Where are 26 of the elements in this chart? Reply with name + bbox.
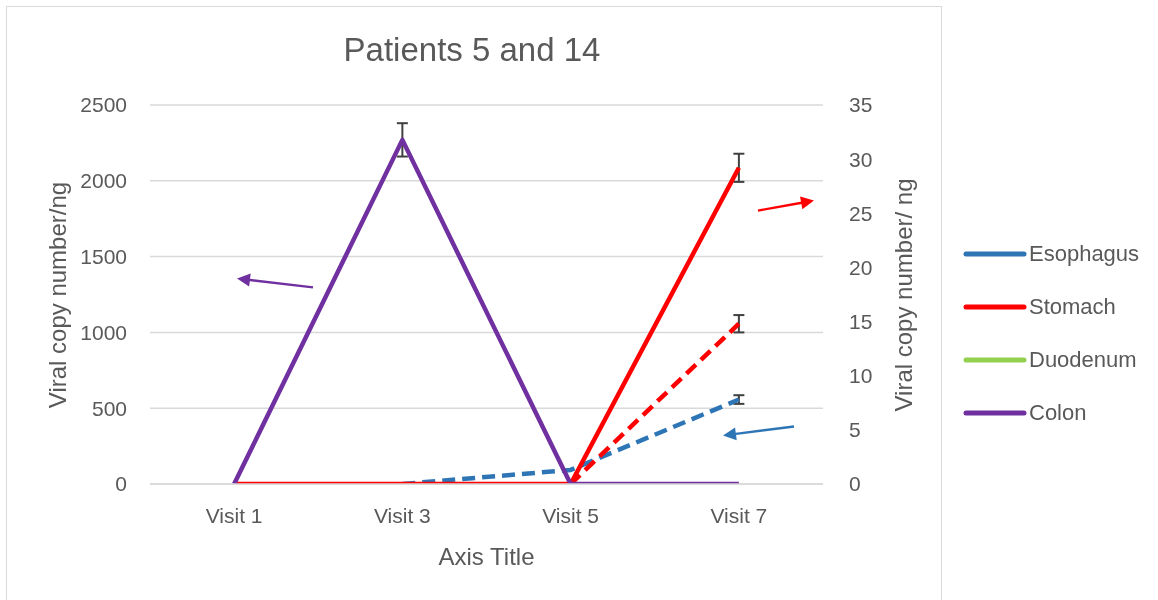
y2-tick-label: 5 [849, 418, 861, 442]
y2-tick-label: 30 [849, 147, 873, 171]
legend-label: Colon [1029, 399, 1087, 426]
x-tick-label: Visit 5 [542, 503, 600, 527]
y2-tick-label: 35 [849, 93, 873, 117]
y-tick-label: 1500 [80, 245, 127, 269]
legend-label: Duodenum [1029, 346, 1137, 373]
y2-tick-label: 10 [849, 364, 873, 388]
y-axis-title: Viral copy number/ng [44, 181, 72, 408]
y2-axis-title: Viral copy number/ ng [890, 177, 918, 412]
y-tick-label: 0 [115, 472, 127, 496]
legend-label: Stomach [1029, 293, 1116, 320]
x-tick-label: Visit 7 [710, 503, 768, 527]
y-tick-label: 2500 [80, 93, 127, 117]
y-tick-label: 1000 [80, 320, 127, 344]
x-tick-label: Visit 1 [205, 503, 263, 527]
x-axis-title: Axis Title [437, 543, 536, 571]
y2-tick-label: 20 [849, 255, 873, 279]
chart-title: Patients 5 and 14 [342, 30, 602, 70]
y2-tick-label: 15 [849, 310, 873, 334]
legend-label: Esophagus [1029, 240, 1140, 267]
y2-tick-label: 25 [849, 201, 873, 225]
y-tick-label: 2000 [80, 169, 127, 193]
x-tick-label: Visit 3 [373, 503, 431, 527]
y-tick-label: 500 [91, 396, 127, 420]
y2-tick-label: 0 [849, 472, 861, 496]
